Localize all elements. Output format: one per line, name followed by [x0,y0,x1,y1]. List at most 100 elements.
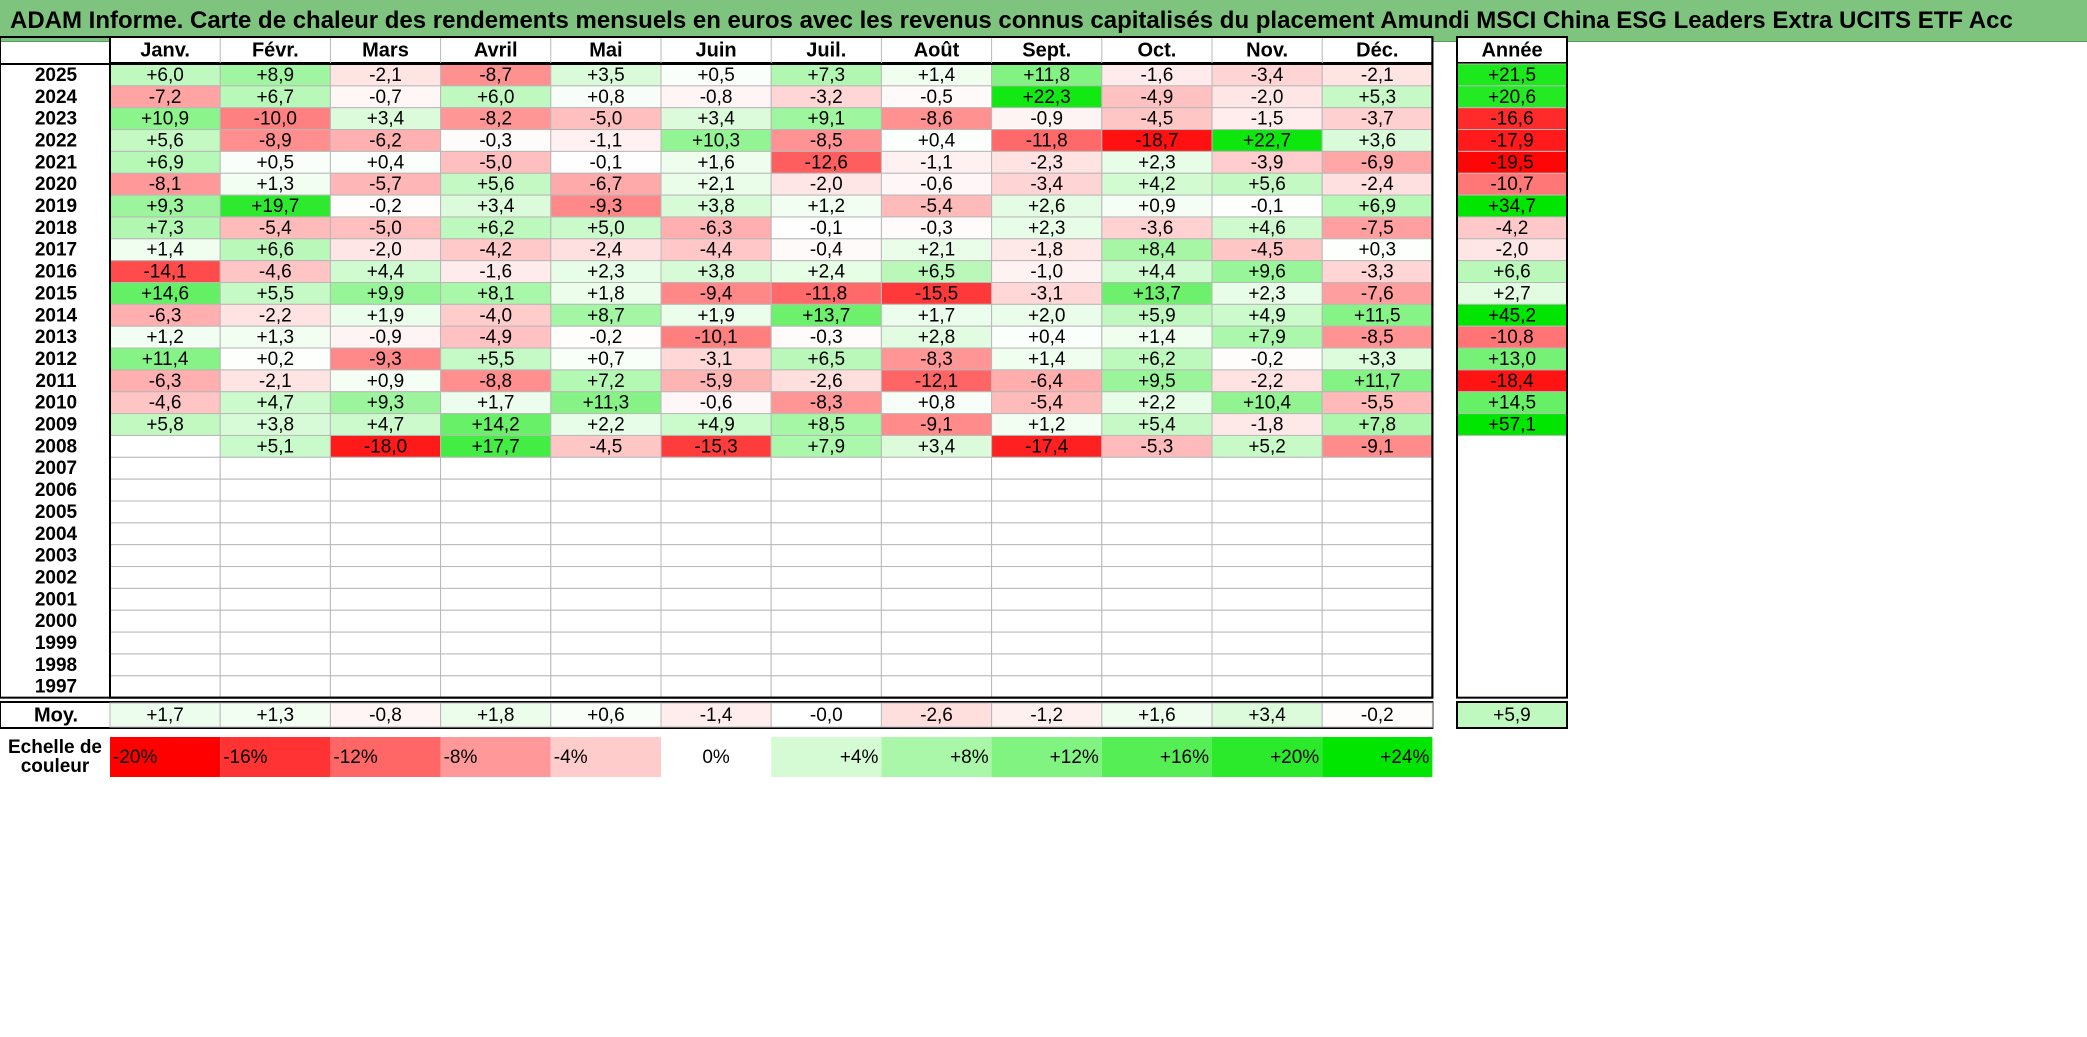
heat-cell [880,587,993,611]
cell-value: -4,9 [479,327,512,348]
cell-value: -4,0 [479,305,512,326]
cell-value: -4,6 [259,262,292,283]
cell-value: -4,4 [700,240,733,261]
row-year-label: 2004 [35,524,78,545]
heat-cell [1101,675,1213,699]
cell-value: +2,1 [697,174,735,195]
cell-value: +9,1 [808,109,846,130]
heat-cell [880,456,993,480]
scale-swatch [771,737,882,777]
heat-cell [219,522,331,546]
cell-value: -8,5 [810,130,843,151]
heat-cell [770,500,882,524]
cell-value: +8,5 [808,415,846,436]
average-label: Moy. [34,704,78,726]
cell-value: +6,2 [1138,349,1176,370]
cell-value: +8,9 [257,65,295,86]
row-year-label: 2017 [35,240,77,261]
cell-value: +0,8 [587,87,625,108]
cell-value: -9,3 [369,349,402,370]
cell-value: -0,1 [590,152,623,173]
annual-value: -10,8 [1490,327,1533,348]
row-year-label: 2024 [35,87,78,108]
row-year-label: 2015 [35,283,78,304]
cell-value: -1,6 [1141,65,1174,86]
heat-cell [219,478,331,502]
heat-cell [109,500,221,524]
scale-swatch-label: +24% [1380,747,1429,768]
cell-value: +3,4 [367,109,405,130]
annual-value: +6,6 [1493,262,1531,283]
cell-value: -8,5 [1361,327,1394,348]
average-value: -1,2 [1030,705,1063,726]
cell-value: -2,1 [259,371,292,392]
scale-swatch-label: -20% [113,747,157,768]
annual-value: +2,7 [1493,283,1531,304]
cell-value: +22,7 [1243,130,1291,151]
scale-swatch [110,737,221,777]
cell-value: +4,6 [1248,218,1286,239]
heat-cell [660,478,772,502]
month-header-7: Juil. [806,39,846,61]
cell-value: +1,2 [808,196,846,217]
cell-value: +11,5 [1354,305,1401,326]
cell-value: -4,2 [479,240,512,261]
cell-value: +6,6 [257,240,295,261]
heat-cell [329,566,442,589]
cell-value: -0,4 [810,240,843,261]
cell-value: -3,6 [1141,218,1174,239]
heat-cell [109,587,221,611]
heat-cell [1101,522,1213,546]
cell-value: +7,2 [587,371,625,392]
heat-cell [991,544,1103,568]
heat-cell [1101,587,1213,611]
heat-cell [1211,675,1323,699]
heat-cell [1321,609,1433,633]
cell-value: -9,1 [920,415,953,436]
cell-value: -0,2 [369,196,402,217]
heat-cell [219,500,331,524]
cell-value: +1,4 [1138,327,1176,348]
scale-swatch [1322,737,1433,777]
cell-value: +5,5 [477,349,515,370]
average-cell [660,702,772,728]
heat-cell [1321,456,1433,480]
cell-value: +4,9 [697,415,735,436]
heat-cell [991,478,1103,502]
heat-cell [440,675,552,699]
row-year-label: 2021 [35,152,78,173]
row-year-label: 2011 [35,371,77,392]
heat-cell [109,653,221,677]
cell-value: -2,0 [810,174,843,195]
cell-value: +11,4 [142,349,189,370]
cell-value: -1,8 [1251,415,1284,436]
average-cell [880,702,993,728]
scale-swatch [991,737,1102,777]
average-value: +1,7 [146,705,184,726]
cell-value: -0,3 [920,218,953,239]
row-year-label: 2000 [35,611,77,632]
annual-value: +34,7 [1488,196,1536,217]
cell-value: +1,7 [477,393,515,414]
cell-value: +1,9 [697,305,735,326]
scale-swatch-label: +12% [1050,747,1099,768]
cell-value: -5,0 [369,218,402,239]
heat-cell [770,522,882,546]
cell-value: +14,6 [141,283,189,304]
average-annual-cell [1456,701,1568,729]
heat-cell [991,609,1103,633]
cell-value: +2,3 [587,262,625,283]
heat-cell [991,566,1103,589]
heat-cell [329,609,442,633]
scale-swatch [440,737,551,777]
heat-cell [329,456,442,480]
average-value: +0,6 [587,705,625,726]
cell-value: +2,3 [1138,152,1176,173]
row-year-label: 2003 [35,546,77,567]
heat-cell [1321,478,1433,502]
cell-value: -4,5 [1251,240,1284,261]
heat-cell [660,500,772,524]
cell-value: +1,2 [146,327,184,348]
cell-value: -0,9 [369,327,402,348]
table-frame [0,36,1434,699]
